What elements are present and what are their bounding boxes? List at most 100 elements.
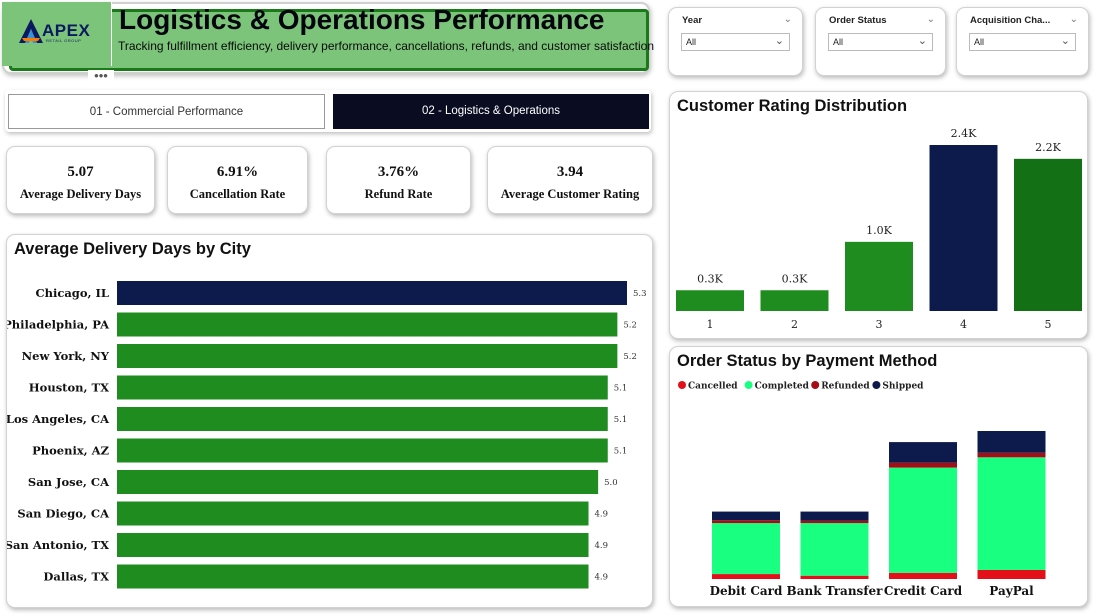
city-bar xyxy=(117,501,589,526)
delivery-days-chart: Chicago, IL 5.3 Philadelphia, PA 5.2 New Yor… xyxy=(7,281,647,589)
tab-commercial-performance[interactable]: 01 - Commercial Performance xyxy=(8,94,325,129)
city-data-label: 5.2 xyxy=(623,321,637,331)
city-data-label: 5.1 xyxy=(614,415,628,425)
city-data-label: 5.1 xyxy=(614,447,628,457)
kpi-label: Average Delivery Days xyxy=(19,187,142,201)
rating-data-label: 0.3K xyxy=(697,272,723,285)
city-data-label: 5.0 xyxy=(604,478,618,488)
legend-marker xyxy=(744,381,753,389)
rating-bar xyxy=(676,290,744,311)
order-status-chart: Cancelled Completed Refunded Shipped Debit C… xyxy=(678,381,1046,598)
stack-segment xyxy=(977,431,1046,453)
city-data-label: 4.9 xyxy=(595,541,609,551)
city-bar xyxy=(117,344,618,368)
city-label: San Diego, CA xyxy=(17,507,110,521)
legend-label: Refunded xyxy=(821,382,870,392)
city-bar xyxy=(117,470,599,494)
chevron-down-icon: ⌄ xyxy=(774,35,784,47)
stack-segment xyxy=(889,572,957,579)
acquisition-channel-select[interactable]: All ⌄ xyxy=(969,33,1076,51)
city-data-label: 5.1 xyxy=(614,384,628,394)
legend-marker xyxy=(811,381,820,389)
city-label: New York, NY xyxy=(22,349,110,363)
chevron-down-icon: ⌄ xyxy=(1060,35,1070,47)
legend-marker xyxy=(678,381,686,389)
filter-label: Acquisition Cha... xyxy=(970,15,1051,26)
filter-order-status: Order Status ⌄ All ⌄ xyxy=(815,7,946,76)
rating-data-label: 1.0K xyxy=(866,224,892,237)
kpi-label: Cancellation Rate xyxy=(189,187,286,201)
delivery-days-panel: Average Delivery Days by City Chicago, I… xyxy=(6,234,653,608)
rating-tick-label: 1 xyxy=(707,318,714,331)
kpi-value: 5.07 xyxy=(67,164,94,180)
order-status-panel: Order Status by Payment Method Cancelled… xyxy=(669,346,1088,607)
more-horizontal-icon[interactable]: ••• xyxy=(88,69,114,86)
filter-label: Year xyxy=(682,15,703,26)
city-bar xyxy=(117,533,589,557)
chart-title: Order Status by Payment Method xyxy=(677,352,938,370)
logo-mark-icon xyxy=(19,19,43,43)
filter-acquisition-channel: Acquisition Cha... ⌄ All ⌄ xyxy=(956,7,1089,76)
rating-bar xyxy=(1014,158,1082,311)
chevron-down-icon[interactable]: ⌄ xyxy=(783,14,792,25)
rating-distribution-panel: Customer Rating Distribution 0.3K 1 0.3K 2 1… xyxy=(669,91,1088,339)
stack-segment xyxy=(977,457,1046,570)
rating-data-label: 2.4K xyxy=(951,127,977,140)
city-bar xyxy=(117,564,589,589)
stack-segment xyxy=(977,569,1046,579)
chart-title: Customer Rating Distribution xyxy=(677,97,908,115)
stack-segment xyxy=(712,574,780,579)
legend-label: Completed xyxy=(755,382,810,392)
rating-bar xyxy=(845,241,913,311)
stack-segment xyxy=(800,520,869,524)
kpi-label: Average Customer Rating xyxy=(500,187,640,201)
payment-method-label: Debit Card xyxy=(710,584,783,598)
page-subtitle: Tracking fulfillment efficiency, deliver… xyxy=(118,39,655,53)
kpi-label: Refund Rate xyxy=(364,187,433,201)
stack-segment xyxy=(800,575,869,579)
stack-segment xyxy=(889,442,957,463)
city-label: San Jose, CA xyxy=(28,475,110,489)
rating-distribution-chart: 0.3K 1 0.3K 2 1.0K 3 2.4K 4 2.2K 5 xyxy=(676,127,1082,331)
kpi-cancellation-rate: 6.91% Cancellation Rate xyxy=(167,146,308,214)
kpi-average-customer-rating: 3.94 Average Customer Rating xyxy=(487,146,653,214)
stack-segment xyxy=(712,511,780,521)
city-bar xyxy=(117,438,608,463)
rating-bar xyxy=(760,290,829,311)
rating-tick-label: 2 xyxy=(791,318,798,331)
kpi-refund-rate: 3.76% Refund Rate xyxy=(326,146,471,214)
logo-tagline: RETAIL GROUP xyxy=(46,38,82,43)
order-status-select[interactable]: All ⌄ xyxy=(828,33,933,51)
kpi-value: 6.91% xyxy=(216,164,259,180)
city-label: Los Angeles, CA xyxy=(7,412,110,426)
city-data-label: 4.9 xyxy=(595,510,609,520)
kpi-value: 3.76% xyxy=(377,164,420,180)
city-bar xyxy=(117,407,608,431)
payment-method-label: Bank Transfer xyxy=(787,584,884,598)
rating-tick-label: 5 xyxy=(1045,318,1052,331)
city-data-label: 5.3 xyxy=(633,289,647,299)
filter-label: Order Status xyxy=(829,15,887,26)
tab-logistics-operations[interactable]: 02 - Logistics & Operations xyxy=(333,94,649,129)
logo-name: APEX xyxy=(42,21,91,40)
chevron-down-icon[interactable]: ⌄ xyxy=(1069,14,1078,25)
city-bar xyxy=(117,375,608,400)
rating-bar xyxy=(929,145,998,311)
logo: APEX RETAIL GROUP xyxy=(2,2,112,66)
chevron-down-icon[interactable]: ⌄ xyxy=(926,14,935,25)
page-title: Logistics & Operations Performance xyxy=(119,4,605,35)
city-label: San Antonio, TX xyxy=(7,538,109,552)
chevron-down-icon: ⌄ xyxy=(917,35,927,47)
stack-segment xyxy=(712,520,780,524)
kpi-value: 3.94 xyxy=(556,164,584,180)
filter-year: Year ⌄ All ⌄ xyxy=(668,7,803,76)
legend-marker xyxy=(872,381,881,389)
city-data-label: 5.2 xyxy=(623,352,637,362)
stack-segment xyxy=(800,511,869,521)
chart-title: Average Delivery Days by City xyxy=(14,240,251,258)
select-value: All xyxy=(686,37,697,47)
payment-method-label: Credit Card xyxy=(884,584,963,598)
page-tabs: 01 - Commercial Performance 02 - Logisti… xyxy=(5,90,651,132)
year-select[interactable]: All ⌄ xyxy=(681,33,790,51)
kpi-average-delivery-days: 5.07 Average Delivery Days xyxy=(6,146,155,214)
